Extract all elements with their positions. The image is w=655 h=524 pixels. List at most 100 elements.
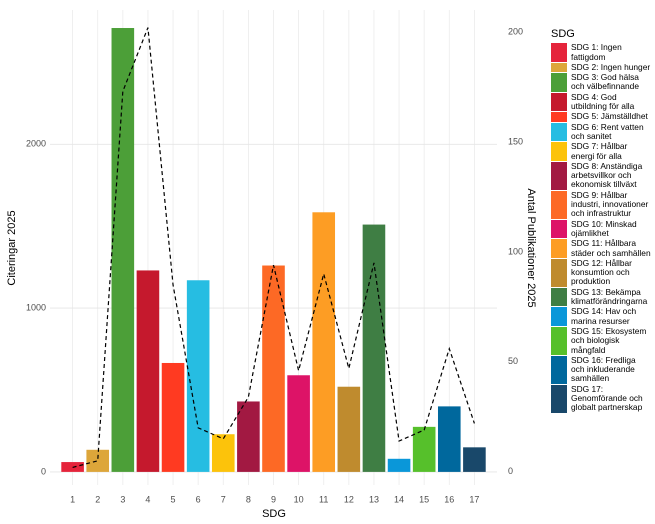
x-tick-label: 14 — [394, 494, 404, 504]
bar — [111, 28, 135, 472]
legend-entry: SDG 7: Hållbar energi för alla — [551, 142, 651, 161]
bar — [362, 224, 386, 472]
legend-key — [551, 161, 567, 190]
legend-entry: SDG 12: Hållbar konsumtion och produktio… — [551, 257, 651, 287]
legend-label: SDG 1: Ingen fattigdom — [571, 42, 622, 62]
bar — [463, 447, 486, 472]
legend-label: SDG 16: Fredliga och inkluderande samhäl… — [571, 354, 636, 384]
x-tick-label: 8 — [246, 494, 251, 504]
bar — [312, 212, 336, 472]
x-tick-label: 6 — [196, 494, 201, 504]
x-tick-label: 2 — [95, 494, 100, 504]
x-tick-label: 13 — [369, 494, 379, 504]
x-tick-label: 7 — [221, 494, 226, 504]
legend-entry: SDG 14: Hav och marina resurser — [551, 307, 651, 326]
legend-entry: SDG 8: Anständiga arbetsvillkor och ekon… — [551, 160, 651, 190]
legend-key — [551, 62, 567, 73]
legend-entry: SDG 3: God hälsa och välbefinnande — [551, 73, 651, 92]
legend-entry: SDG 16: Fredliga och inkluderande samhäl… — [551, 354, 651, 384]
legend-label: SDG 6: Rent vatten och sanitet — [571, 121, 644, 141]
legend: SDG SDG 1: Ingen fattigdom SDG 2: Ingen h… — [551, 28, 651, 414]
y2-tick-label: 0 — [508, 466, 513, 476]
legend-label: SDG 11: Hållbara städer och samhällen — [571, 238, 651, 258]
legend-label: SDG 17: Genomförande och globalt partner… — [571, 383, 643, 413]
x-tick-label: 10 — [294, 494, 304, 504]
x-tick-label: 5 — [171, 494, 176, 504]
legend-label: SDG 15: Ekosystem och biologisk mångfald — [571, 325, 647, 355]
legend-label: SDG 4: God utbildning för alla — [571, 91, 635, 112]
bar — [387, 458, 411, 472]
legend-label: SDG 3: God hälsa och välbefinnande — [571, 72, 639, 92]
legend-key — [551, 142, 567, 161]
legend-title: SDG — [551, 28, 575, 40]
bar — [237, 401, 260, 472]
legend-key — [551, 73, 567, 92]
x-tick-label: 17 — [469, 494, 479, 504]
bar — [287, 375, 310, 472]
legend-label: SDG 10: Minskad ojämlikhet — [571, 218, 637, 238]
bar — [161, 362, 185, 472]
legend-entry: SDG 1: Ingen fattigdom — [551, 43, 651, 62]
bar — [412, 426, 436, 472]
line — [72, 27, 475, 468]
legend-label: SDG 12: Hållbar konsumtion och produktio… — [571, 257, 632, 287]
legend-key — [551, 92, 567, 112]
x-tick-label: 11 — [319, 494, 328, 504]
legend-label: SDG 8: Anständiga arbetsvillkor och ekon… — [571, 160, 643, 190]
legend-key — [551, 258, 567, 287]
legend-key — [551, 307, 567, 326]
legend-entry: SDG 6: Rent vatten och sanitet — [551, 121, 651, 142]
legend-label: SDG 5: Jämställdhet — [571, 111, 648, 122]
legend-label: SDG 14: Hav och marina resurser — [571, 306, 637, 326]
legend-key — [551, 219, 567, 239]
legend-entry: SDG 9: Hållbar industri, innovationer oc… — [551, 189, 651, 219]
bar — [262, 265, 285, 472]
legend-entry: SDG 2: Ingen hunger — [551, 61, 651, 73]
legend-key — [551, 122, 567, 142]
legend-key — [551, 384, 567, 413]
x-tick-label: 12 — [344, 494, 354, 504]
legend-key — [551, 355, 567, 384]
legend-label: SDG 7: Hållbar energi för alla — [571, 141, 628, 161]
legend-key — [551, 190, 567, 219]
legend-key — [551, 287, 567, 307]
legend-entry: SDG 10: Minskad ojämlikhet — [551, 218, 651, 239]
y-tick-label: 1000 — [26, 302, 46, 312]
bar — [211, 434, 235, 472]
bar — [136, 270, 160, 472]
legend-entry: SDG 17: Genomförande och globalt partner… — [551, 383, 651, 413]
bar — [337, 386, 361, 472]
legend-entry: SDG 4: God utbildning för alla — [551, 91, 651, 112]
y-tick-label: 2000 — [26, 139, 46, 149]
legend-label: SDG 13: Bekämpa klimatförändringarna — [571, 286, 648, 307]
bar — [186, 280, 210, 472]
legend-entry: SDG 5: Jämställdhet — [551, 111, 651, 122]
y2-tick-label: 200 — [508, 26, 523, 36]
legend-label: SDG 2: Ingen hunger — [571, 61, 651, 72]
y2-tick-label: 100 — [508, 246, 523, 256]
legend-label: SDG 9: Hållbar industri, innovationer oc… — [571, 189, 649, 219]
y-tick-label: 0 — [41, 466, 46, 476]
x-tick-label: 9 — [271, 494, 276, 504]
y2-tick-label: 150 — [508, 136, 523, 146]
x-tick-label: 15 — [419, 494, 429, 504]
y2-axis-title: Antal Publikationer 2025 — [525, 188, 537, 307]
legend-entry: SDG 11: Hållbara städer och samhällen — [551, 239, 651, 258]
bar — [437, 406, 461, 472]
x-tick-label: 1 — [70, 494, 75, 504]
x-axis-title: SDG — [262, 508, 286, 520]
legend-key — [551, 326, 567, 355]
legend-entry: SDG 13: Bekämpa klimatförändringarna — [551, 286, 651, 307]
bar — [86, 449, 110, 472]
legend-key — [551, 43, 567, 62]
y-axis-title: Citeringar 2025 — [6, 210, 18, 285]
legend-key — [551, 112, 567, 122]
y2-tick-label: 50 — [508, 356, 518, 366]
legend-key — [551, 239, 567, 258]
x-tick-label: 16 — [444, 494, 454, 504]
x-tick-label: 3 — [120, 494, 125, 504]
legend-entry: SDG 15: Ekosystem och biologisk mångfald — [551, 325, 651, 355]
x-tick-label: 4 — [145, 494, 150, 504]
